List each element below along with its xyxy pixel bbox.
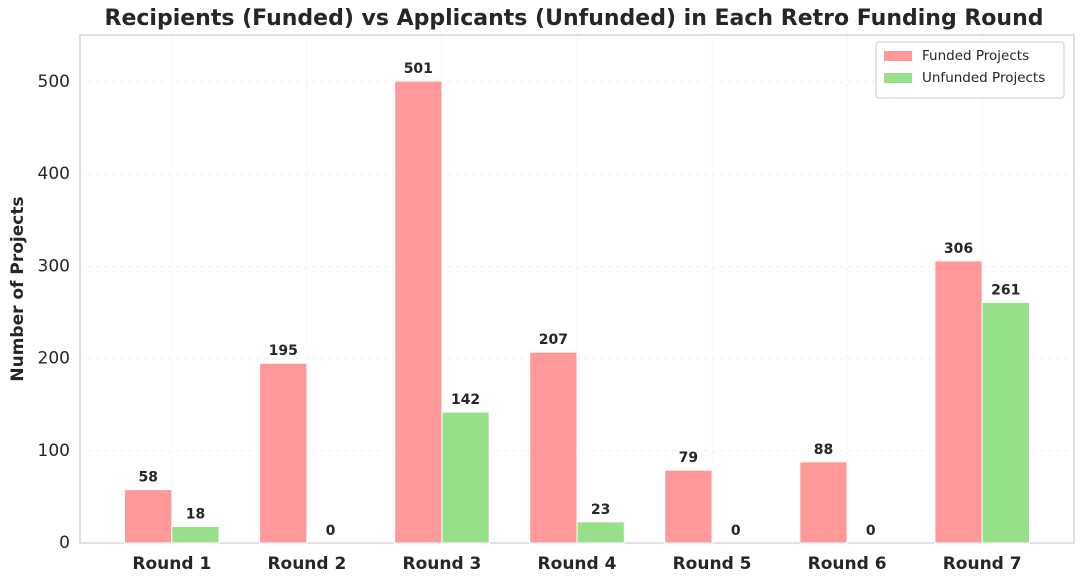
data-label: 0 — [326, 523, 336, 539]
data-label: 79 — [679, 450, 698, 466]
x-tick-label: Round 1 — [132, 554, 211, 574]
y-tick-label: 100 — [38, 441, 70, 461]
bar — [124, 489, 173, 544]
legend: Funded Projects Unfunded Projects — [875, 41, 1065, 99]
data-label: 195 — [269, 343, 298, 359]
data-label: 142 — [451, 392, 480, 408]
y-axis-label: Number of Projects — [8, 196, 28, 381]
data-label: 0 — [731, 523, 741, 539]
y-tick-label: 0 — [59, 533, 70, 553]
legend-swatch — [884, 51, 912, 61]
legend-swatch — [884, 73, 912, 83]
y-tick-label: 500 — [38, 72, 70, 92]
data-label: 306 — [944, 241, 973, 257]
x-tick-label: Round 6 — [808, 554, 887, 574]
data-label: 88 — [814, 442, 833, 458]
y-tick-label: 300 — [38, 256, 70, 276]
bar — [259, 362, 308, 544]
bar — [529, 351, 578, 544]
bar — [171, 525, 220, 544]
x-tick-label: Round 7 — [943, 554, 1022, 574]
legend-box — [875, 41, 1065, 99]
data-label: 0 — [866, 523, 876, 539]
y-tick-label: 400 — [38, 164, 70, 184]
chart-title: Recipients (Funded) vs Applicants (Unfun… — [105, 6, 1044, 31]
bar — [799, 461, 848, 544]
y-tick-label: 200 — [38, 349, 70, 369]
bar — [664, 469, 713, 544]
bar — [576, 521, 625, 544]
bar — [981, 301, 1030, 544]
data-label: 207 — [539, 332, 568, 348]
data-label: 58 — [138, 470, 157, 486]
x-tick-label: Round 4 — [538, 554, 617, 574]
legend-label: Funded Projects — [922, 48, 1029, 64]
x-tick-label: Round 2 — [267, 554, 346, 574]
x-tick-label: Round 5 — [673, 554, 752, 574]
bar — [441, 411, 490, 544]
data-label: 501 — [404, 61, 433, 77]
data-label: 23 — [591, 502, 610, 518]
bar — [394, 80, 443, 544]
legend-label: Unfunded Projects — [922, 70, 1045, 86]
data-label: 261 — [991, 282, 1020, 298]
data-label: 18 — [186, 506, 205, 522]
bar — [934, 260, 983, 544]
x-tick-label: Round 3 — [403, 554, 482, 574]
